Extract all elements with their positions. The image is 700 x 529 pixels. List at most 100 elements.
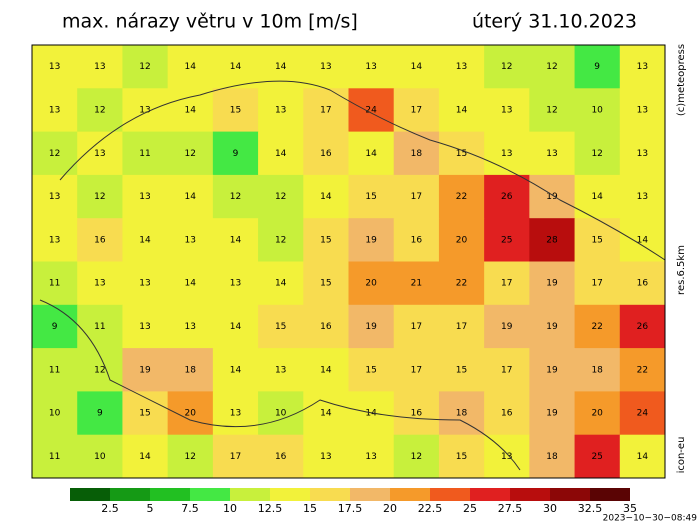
wind-value: 17 (501, 279, 512, 289)
wind-cell (348, 174, 395, 219)
wind-cell (529, 261, 576, 306)
wind-value: 13 (501, 452, 512, 462)
wind-cell (167, 391, 214, 436)
wind-cell (619, 434, 666, 479)
wind-cell (167, 304, 214, 349)
wind-cell (574, 131, 621, 176)
wind-value: 24 (637, 409, 649, 419)
wind-value: 14 (230, 62, 242, 72)
wind-cell (258, 218, 304, 262)
wind-cell (619, 391, 666, 436)
wind-cell (167, 174, 214, 219)
wind-value: 15 (320, 279, 331, 289)
legend-swatch (390, 488, 430, 501)
wind-cell (122, 391, 169, 436)
wind-cell (529, 304, 576, 349)
wind-cell (484, 88, 530, 133)
wind-cell (619, 131, 666, 176)
wind-cell (529, 45, 576, 89)
wind-cell (484, 304, 530, 349)
wind-cell (348, 348, 395, 392)
wind-cell (574, 348, 621, 392)
wind-cell (529, 131, 576, 176)
wind-cell (484, 261, 530, 306)
wind-value: 13 (94, 62, 105, 72)
wind-value: 12 (275, 192, 286, 202)
wind-cell (77, 45, 123, 89)
wind-value: 19 (501, 322, 513, 332)
wind-cell (438, 434, 485, 479)
wind-value: 12 (94, 365, 105, 375)
wind-value: 17 (230, 452, 241, 462)
wind-value: 17 (456, 322, 467, 332)
wind-value: 10 (591, 105, 603, 115)
wind-value: 16 (275, 452, 287, 462)
wind-value: 9 (594, 62, 600, 72)
wind-value: 12 (49, 149, 60, 159)
wind-cell (529, 88, 576, 133)
wind-value: 13 (365, 452, 376, 462)
wind-value: 11 (49, 452, 60, 462)
wind-cell (438, 348, 485, 392)
legend-swatch (350, 488, 390, 501)
wind-cell (32, 434, 78, 479)
wind-value: 15 (275, 322, 286, 332)
wind-cell (122, 348, 169, 392)
wind-value: 15 (365, 365, 376, 375)
wind-cell (32, 174, 78, 219)
wind-cell (348, 304, 395, 349)
wind-cell (77, 261, 123, 306)
wind-value: 13 (365, 62, 376, 72)
wind-value: 14 (275, 149, 287, 159)
wind-value: 14 (185, 105, 197, 115)
wind-cell (303, 45, 349, 89)
wind-cell (167, 131, 214, 176)
wind-cell (529, 174, 576, 219)
wind-value: 16 (94, 235, 106, 245)
wind-value: 9 (97, 409, 103, 419)
wind-value: 12 (139, 62, 150, 72)
legend-tick-label: 25 (463, 502, 477, 515)
wind-value: 12 (501, 62, 512, 72)
wind-value: 13 (139, 105, 150, 115)
wind-cell (393, 131, 440, 176)
legend-tick-label: 7.5 (181, 502, 199, 515)
timestamp: 2023−10−30−08:49 (603, 514, 698, 524)
wind-value: 12 (230, 192, 241, 202)
wind-value: 14 (637, 452, 649, 462)
copyright: (c)meteopress (676, 44, 687, 116)
wind-cell (574, 88, 621, 133)
legend-swatch (550, 488, 590, 501)
wind-value: 13 (637, 105, 648, 115)
wind-value: 14 (230, 365, 242, 375)
wind-cell (122, 261, 169, 306)
wind-value: 13 (230, 409, 241, 419)
wind-value: 13 (546, 149, 557, 159)
wind-cell (348, 131, 395, 176)
wind-value: 15 (365, 192, 376, 202)
wind-value: 14 (456, 105, 468, 115)
wind-cell (77, 174, 123, 219)
wind-value: 9 (233, 149, 239, 159)
legend-swatch (70, 488, 110, 501)
wind-cell (122, 304, 169, 349)
wind-value: 17 (320, 105, 331, 115)
wind-value: 14 (185, 279, 197, 289)
wind-cell (393, 45, 440, 89)
wind-value: 12 (411, 452, 422, 462)
legend-tick-label: 20 (383, 502, 397, 515)
wind-cell (77, 88, 123, 133)
wind-cell (348, 88, 395, 133)
wind-cell (484, 348, 530, 392)
wind-cell (303, 348, 349, 392)
wind-value: 19 (365, 322, 377, 332)
wind-cell (258, 434, 304, 479)
wind-cell (167, 348, 214, 392)
wind-value: 15 (230, 105, 241, 115)
wind-cell (393, 434, 440, 479)
wind-cell (122, 174, 169, 219)
wind-cell (32, 45, 78, 89)
wind-value: 13 (94, 149, 105, 159)
wind-cell (212, 391, 259, 436)
wind-cell (529, 348, 576, 392)
